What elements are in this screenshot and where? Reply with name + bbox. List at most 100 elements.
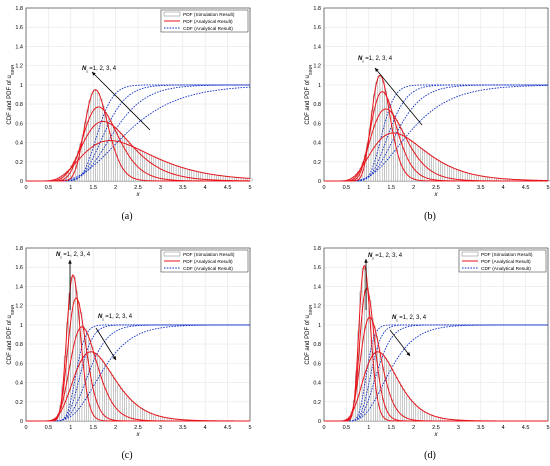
panel-d-hist-bar (415, 405, 419, 422)
panel-a-hist-bar (124, 138, 127, 182)
panel-a-hist-bar (171, 164, 175, 182)
panel-a-hist-bar (110, 123, 114, 182)
panel-d-x-axis-label: x (434, 432, 439, 438)
panel-d-hist-bar (384, 357, 387, 422)
panel-d-x-tick-label: 4.5 (522, 425, 530, 431)
panel-b-hist-bar (429, 154, 432, 182)
panel-d-y-tick-label: 0 (318, 419, 321, 425)
panel-d-hist-bar (422, 410, 425, 422)
panel-d-x-tick-label: 0.5 (343, 425, 351, 431)
panel-b-x-tick-label: 1.5 (387, 185, 395, 191)
panel-a-pdf-line-2 (26, 106, 250, 182)
panel-b-hist-bar (431, 156, 434, 182)
panel-c-x-tick-label: 0 (24, 425, 27, 431)
panel-c-legend-label: CDF (Analytical Result) (183, 266, 233, 272)
panel-d-hist-bar (429, 414, 432, 422)
panel-c-hist-bar (93, 352, 96, 422)
panel-b-hist-bar (447, 165, 450, 182)
panel-a-hist-bar (113, 126, 116, 182)
panel-b-annotation-label: NI =1, 2, 3, 4 (358, 56, 393, 64)
panel-a-hist-bar (189, 169, 192, 182)
panel-c-y-tick-label: 1.4 (15, 284, 23, 290)
panel-b-hist-bar (433, 157, 437, 182)
panel-c-annotation-arrowhead (112, 356, 116, 360)
panel-b-x-tick-label: 1 (367, 185, 370, 191)
panel-c-y-tick-label: 0.8 (15, 342, 23, 348)
panel-b-hist-bar (442, 163, 446, 182)
panel-c-x-tick-label: 5 (248, 425, 251, 431)
panel-c-x-tick-label: 2.5 (134, 425, 142, 431)
panel-a-annotation-arrow (91, 71, 151, 131)
panel-d-hist-bar (395, 377, 399, 422)
panel-a-x-tick-label: 2.5 (134, 185, 142, 191)
panel-a-y-tick-label: 0 (20, 179, 23, 185)
panel-d-legend-box (458, 249, 547, 273)
panel-d-annotation-label: NI =1, 2, 3, 4 (392, 315, 427, 323)
panel-a-hist-bar (198, 171, 201, 182)
panel-c-annotation-label: NI =1, 2, 3, 4 (98, 314, 133, 322)
panel-c-legend-label: PDF (Simulation Result) (183, 252, 235, 258)
panel-d-y-tick-label: 1 (318, 323, 321, 329)
panel-d-hist-bar (408, 398, 412, 422)
panel-d-hist-bar (426, 413, 430, 422)
panel-a-hist-bar (151, 155, 154, 182)
panel-b-hist-bar (473, 174, 477, 182)
panel-d-x-tick-label: 2.5 (432, 425, 440, 431)
panel-a-y-tick-label: 1.6 (15, 25, 23, 31)
panel-a-hist-bar (146, 153, 150, 182)
panel-d-hist-bar (397, 381, 401, 422)
panel-b-x-axis-label: x (434, 192, 439, 198)
panel-c-hist-bar (142, 409, 145, 422)
panel-a-hist-bar (182, 167, 186, 182)
panel-d-hist-bar (406, 395, 410, 422)
panel-d-hist-bar (393, 373, 396, 422)
panel-d-x-tick-label: 2 (412, 425, 415, 431)
panel-d-legend-label: PDF (Simulation Result) (481, 252, 533, 258)
panel-c-hist-bar (146, 411, 150, 422)
panel-d-y-tick-label: 0.4 (313, 381, 321, 387)
panel-c-x-tick-label: 3.5 (179, 425, 187, 431)
panel-b-annotation-arrow (374, 67, 423, 126)
panel-b-y-tick-label: 1.8 (313, 6, 321, 12)
panel-c-x-tick-label: 3 (159, 425, 162, 431)
panel-a-pdf-line-3 (26, 120, 250, 182)
panel-d-legend-label: CDF (Analytical Result) (481, 266, 531, 272)
panel-d-y-tick-label: 1.6 (313, 265, 321, 271)
panel-a-x-tick-label: 4.5 (224, 185, 232, 191)
panel-c-x-axis-label: x (136, 432, 141, 438)
panel-d-hist-bar (417, 407, 421, 422)
panel-a-hist-bar (169, 163, 172, 182)
panel-b-y-tick-label: 1.4 (313, 44, 321, 50)
panel-a-legend-label: PDF (Simulation Result) (183, 12, 235, 18)
panel-a-x-tick-label: 4 (204, 185, 207, 191)
panel-c-y-axis-label: CDF and PDF of uSINR (7, 304, 15, 365)
panel-b-hist-bar (440, 162, 443, 182)
panel-c-hist-bar (104, 364, 107, 422)
panel-c-y-tick-label: 0.4 (15, 381, 23, 387)
panel-c-y-tick-label: 1.8 (15, 246, 23, 252)
panel-a-legend-label: CDF (Analytical Result) (183, 26, 233, 32)
panel-d-x-tick-label: 4 (502, 425, 505, 431)
panel-c-y-tick-label: 0 (20, 419, 23, 425)
panel-d-legend-swatch-hist (461, 251, 479, 257)
panel-a-x-tick-label: 3 (159, 185, 162, 191)
panel-a-hist-bar (144, 152, 148, 182)
panel-d-hist-bar (424, 412, 428, 422)
panel-a-hist-bar (99, 98, 103, 182)
panel-c-hist-bar (124, 393, 127, 422)
panel-c-hist-bar (117, 384, 121, 422)
panel-b-y-tick-label: 1 (318, 83, 321, 89)
panel-a-hist-bar (180, 167, 183, 182)
panel-c-legend-label: PDF (Analytical Result) (183, 259, 233, 265)
panel-a-hist-bar (175, 165, 179, 182)
panel-a-x-tick-label: 0.5 (45, 185, 53, 191)
panel-d-hist-bar (413, 403, 417, 422)
panel-a-hist-bar (187, 169, 190, 182)
panel-a-legend-swatch-hist (163, 11, 181, 17)
panel-c-y-tick-label: 0.2 (15, 400, 23, 406)
panel-a-x-tick-label: 3.5 (179, 185, 187, 191)
panel-a-x-tick-label: 5 (248, 185, 251, 191)
panel-a-y-tick-label: 0.2 (15, 160, 23, 166)
panel-c-legend-swatch-hist (163, 251, 181, 257)
